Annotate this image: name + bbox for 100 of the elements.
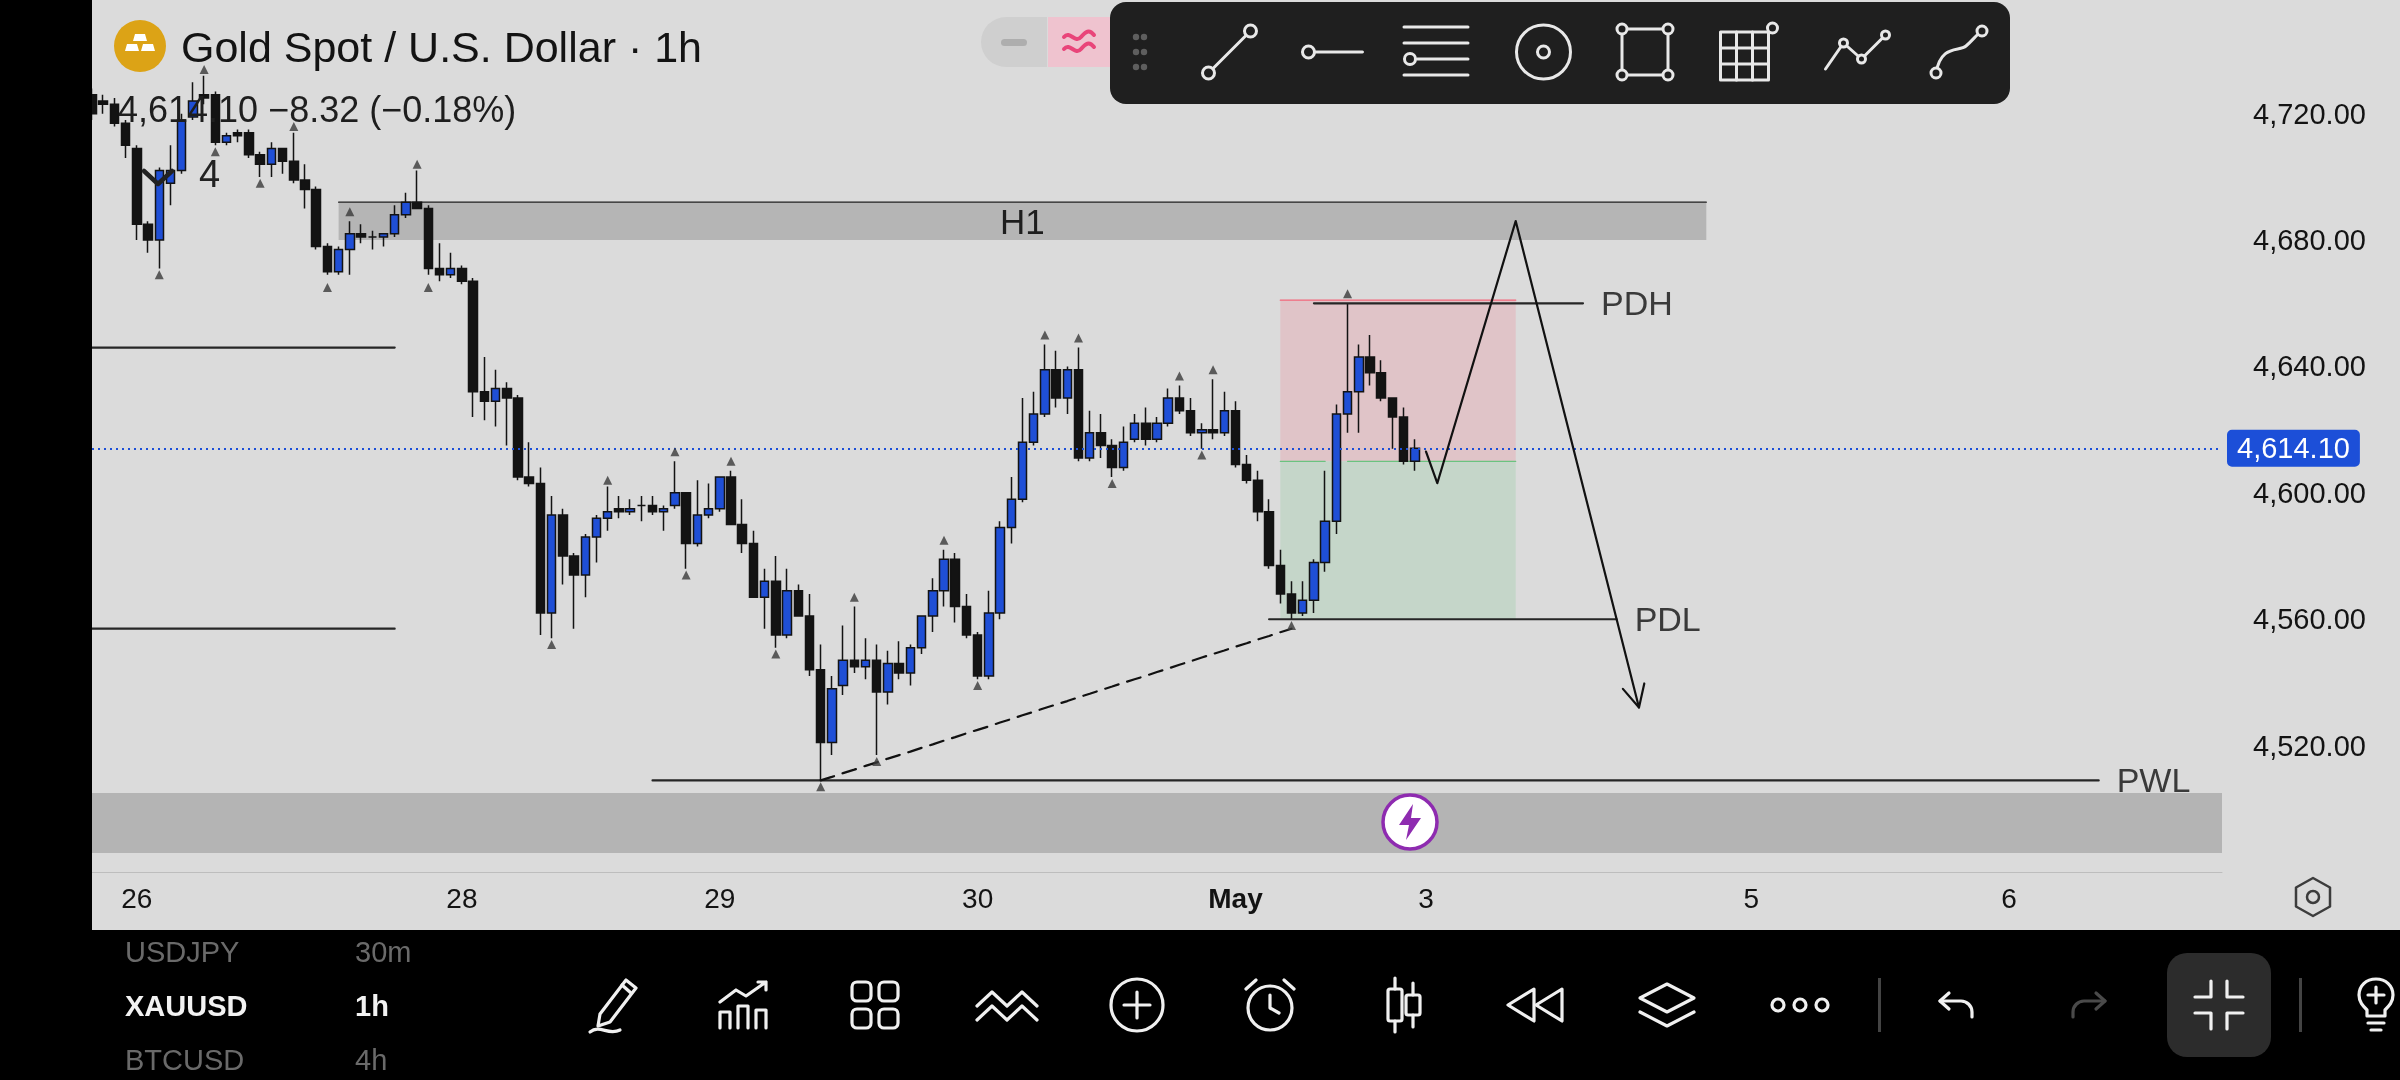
point [1074, 333, 1084, 343]
point [670, 447, 680, 457]
candlestick [837, 624, 849, 696]
point [1287, 621, 1297, 631]
x-tick-label: 5 [1743, 882, 1759, 914]
point [1208, 365, 1218, 375]
candlestick [378, 233, 389, 248]
point [872, 756, 882, 766]
series-label: PDH [1601, 284, 1673, 323]
point [771, 649, 781, 659]
candlestick [490, 368, 501, 428]
candlestick [580, 533, 591, 598]
candlestick [1062, 365, 1073, 415]
candlestick [266, 141, 277, 178]
y-tick-label: 4,520.00 [2253, 729, 2366, 762]
candlestick [221, 131, 232, 147]
candlestick [389, 204, 400, 238]
point [199, 65, 209, 75]
point [322, 283, 332, 293]
point [547, 640, 557, 650]
y-tick-label: 4,640.00 [2253, 350, 2366, 383]
candlestick [1275, 548, 1286, 605]
y-tick-label: 4,720.00 [2253, 97, 2366, 130]
text: 30m [355, 934, 412, 970]
candlestick [692, 479, 703, 548]
candlestick [658, 504, 669, 532]
text: XAUUSD [125, 988, 248, 1024]
candlestick [916, 615, 927, 655]
y-tick-label: 4,600.00 [2253, 476, 2366, 509]
candlestick [1073, 346, 1084, 463]
text: 1h [355, 988, 389, 1024]
point [1343, 289, 1353, 299]
candlestick [1028, 391, 1039, 447]
annotation: 4 [199, 152, 221, 198]
candlestick [423, 204, 434, 276]
candlestick [1230, 400, 1241, 469]
point [681, 570, 691, 580]
text: Gold Spot / U.S. Dollar · 1h [181, 22, 702, 71]
x-tick-label: 28 [446, 882, 478, 914]
series-label: PWL [2116, 761, 2191, 800]
y-tick-label: 4,560.00 [2253, 603, 2366, 636]
candlestick [961, 593, 972, 639]
candlestick [860, 637, 871, 681]
candlestick [1185, 397, 1196, 437]
candlestick [109, 97, 120, 128]
candlestick [905, 643, 916, 687]
candlestick [793, 583, 804, 617]
point [289, 121, 299, 131]
x-tick-label: 26 [121, 882, 153, 914]
candlestick [1129, 413, 1140, 444]
candlestick [1297, 580, 1308, 617]
candlestick [972, 631, 983, 681]
candlestick [636, 495, 647, 523]
point [255, 178, 265, 188]
candlestick [333, 245, 344, 276]
candlestick [1398, 406, 1409, 466]
candlestick [322, 242, 333, 276]
y-tick-label: 4,680.00 [2253, 224, 2366, 257]
candlestick [434, 242, 445, 282]
text: 4h [355, 1042, 388, 1078]
candlestick [445, 252, 456, 279]
point [423, 283, 433, 293]
candlestick [479, 356, 490, 421]
series-label: PDL [1634, 600, 1701, 639]
text: USDJPY [125, 934, 240, 970]
candlestick [849, 605, 860, 674]
x-tick-label: 29 [704, 882, 736, 914]
candlestick [1387, 397, 1398, 450]
point [973, 681, 983, 691]
candlestick [367, 229, 378, 251]
candlestick [232, 128, 243, 143]
candlestick [748, 530, 759, 598]
x-tick-label: 3 [1418, 882, 1434, 914]
candlestick [1006, 476, 1017, 545]
ref-line-label: 4,614.10 [2237, 432, 2350, 465]
candlestick [1342, 302, 1353, 434]
text: BTCUSD [125, 1042, 245, 1078]
candlestick [535, 466, 546, 636]
candlestick [759, 567, 770, 630]
candlestick [871, 643, 882, 756]
candlestick [647, 495, 658, 516]
candlestick [591, 514, 602, 564]
candlestick [602, 485, 613, 532]
point [939, 535, 949, 545]
candlestick [1241, 454, 1252, 485]
point [603, 475, 613, 485]
point [1107, 478, 1117, 488]
candlestick [277, 147, 288, 175]
candlestick [1219, 391, 1230, 437]
candlestick [804, 593, 815, 677]
point [726, 456, 736, 466]
x-tick-label: 30 [962, 882, 994, 914]
series-label: H1 [1000, 201, 1045, 241]
point [849, 592, 859, 602]
x-tick-label: May [1208, 882, 1264, 914]
candlestick [1286, 580, 1297, 620]
candlestick [703, 482, 714, 519]
point [412, 159, 422, 169]
candlestick [546, 495, 557, 639]
candlestick [1174, 384, 1185, 415]
